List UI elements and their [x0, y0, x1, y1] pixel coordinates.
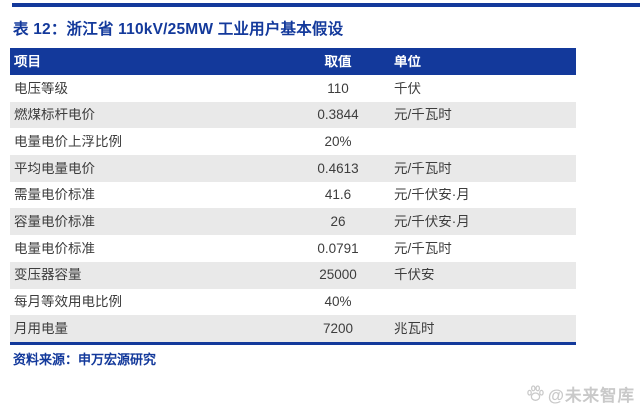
cell-value: 7200 [322, 321, 354, 336]
cell-unit: 千伏安 [394, 268, 435, 282]
source-note: 资料来源：申万宏源研究 [13, 352, 157, 367]
cell-unit: 兆瓦时 [394, 321, 435, 336]
cell-value: 20% [324, 134, 352, 149]
cell-unit: 元/千瓦时 [394, 108, 452, 122]
table-title: 表 12：浙江省 110kV/25MW 工业用户基本假设 [13, 21, 344, 38]
table-row: 变压器容量 25000 千伏安 [10, 261, 576, 289]
header-cell-value: 取值 [324, 54, 352, 69]
table-row: 每月等效用电比例 40% [10, 288, 576, 316]
cell-item: 电量电价上浮比例 [14, 134, 122, 149]
table-row: 电压等级 110 千伏 [10, 75, 576, 102]
cell-unit: 元/千瓦时 [394, 241, 452, 256]
assumptions-table: 项目 取值 单位 电压等级 110 千伏 燃煤标杆电价 0.3844 元/千瓦时 电量电价上… [10, 48, 576, 342]
cell-value: 26 [330, 215, 346, 229]
cell-unit: 千伏 [394, 81, 421, 96]
cell-item: 每月等效用电比例 [14, 295, 122, 309]
table-row: 燃煤标杆电价 0.3844 元/千瓦时 [10, 101, 576, 129]
cell-value: 41.6 [324, 188, 352, 202]
cell-value: 110 [327, 81, 349, 96]
table-row: 电量电价上浮比例 20% [10, 128, 576, 156]
watermark: @未来智库 [526, 383, 635, 405]
cell-value: 40% [324, 295, 352, 309]
cell-value: 0.3844 [317, 108, 359, 122]
cell-item: 月用电量 [14, 321, 68, 336]
table-row: 电量电价标准 0.0791 元/千瓦时 [10, 235, 576, 262]
table-row: 月用电量 7200 兆瓦时 [10, 315, 576, 342]
cell-item: 变压器容量 [14, 268, 82, 282]
table-row: 需量电价标准 41.6 元/千伏安·月 [10, 181, 576, 209]
cell-item: 电压等级 [14, 81, 68, 96]
header-cell-unit: 单位 [394, 54, 421, 69]
cell-value: 0.0791 [317, 241, 359, 256]
cell-item: 燃煤标杆电价 [14, 108, 95, 122]
table-header-row: 项目 取值 单位 [10, 48, 576, 75]
cell-value: 25000 [319, 268, 357, 282]
cell-item: 平均电量电价 [14, 161, 95, 176]
header-cell-item: 项目 [14, 54, 41, 69]
bottom-divider-rule [10, 342, 576, 345]
paw-logo-icon [526, 384, 545, 403]
table-row: 平均电量电价 0.4613 元/千瓦时 [10, 155, 576, 182]
cell-unit: 元/千瓦时 [394, 161, 452, 176]
watermark-text: @未来智库 [547, 386, 635, 405]
cell-unit: 元/千伏安·月 [394, 188, 470, 202]
table-row: 容量电价标准 26 元/千伏安·月 [10, 208, 576, 236]
cell-item: 需量电价标准 [14, 188, 95, 202]
cell-unit: 元/千伏安·月 [394, 215, 470, 229]
cell-item: 电量电价标准 [14, 241, 95, 256]
cell-value: 0.4613 [317, 161, 359, 176]
table-body: 电压等级 110 千伏 燃煤标杆电价 0.3844 元/千瓦时 电量电价上浮比例 20% 平均电… [10, 75, 576, 342]
cell-item: 容量电价标准 [14, 215, 95, 229]
top-divider-rule [12, 3, 640, 7]
